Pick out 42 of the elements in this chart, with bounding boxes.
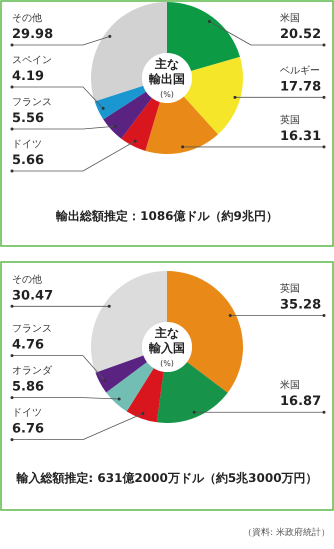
text: 主な輸出国 xyxy=(148,57,185,86)
donut-slice xyxy=(167,2,240,72)
data-label: 20.52 xyxy=(280,27,322,42)
donut-slice xyxy=(106,362,154,412)
slice-label: 米国 xyxy=(280,379,300,392)
data-label: 16.87 xyxy=(280,394,322,410)
data-label: 6.76 xyxy=(12,422,44,437)
slice-label: スペイン xyxy=(12,55,52,66)
text: 輸出総額推定：1086億ドル（約9兆円） xyxy=(55,209,278,223)
slice-label: 米国 xyxy=(280,12,300,24)
slice-label: 英国 xyxy=(280,282,300,294)
data-label: 29.98 xyxy=(12,27,54,42)
data-label: 5.56 xyxy=(12,111,44,126)
donut-slice xyxy=(103,92,152,139)
text: （資料: 米政府統計） xyxy=(243,527,330,538)
donut-slice xyxy=(95,355,147,393)
data-label: 35.28 xyxy=(280,297,322,312)
data-label: 4.76 xyxy=(12,338,44,353)
text: (%) xyxy=(160,359,174,368)
donut-slice xyxy=(145,96,218,154)
donut-slice xyxy=(121,98,160,151)
donut-slice xyxy=(94,86,146,120)
slice-label: フランス xyxy=(12,97,52,108)
slice-label: その他 xyxy=(12,12,42,24)
donut-slice xyxy=(184,56,243,134)
slice-label: ベルギー xyxy=(280,64,320,76)
text: 主な輸入国 xyxy=(148,326,185,355)
slice-label: フランス xyxy=(12,324,52,335)
slice-label: ドイツ xyxy=(12,408,42,419)
donut-slice xyxy=(126,368,164,422)
data-label: 4.19 xyxy=(12,69,44,84)
data-label: 5.86 xyxy=(12,380,44,395)
data-label: 17.78 xyxy=(280,79,322,94)
text: (%) xyxy=(160,90,174,99)
data-label: 5.66 xyxy=(12,153,44,168)
slice-label: 英国 xyxy=(280,114,300,126)
slice-label: その他 xyxy=(12,273,42,286)
slice-label: ドイツ xyxy=(12,139,42,150)
data-label: 30.47 xyxy=(12,288,54,304)
data-label: 16.31 xyxy=(280,128,322,144)
slice-label: オランダ xyxy=(12,364,53,377)
text: 輸入総額推定: 631億2000万ドル（約5兆3000万円） xyxy=(15,471,318,485)
